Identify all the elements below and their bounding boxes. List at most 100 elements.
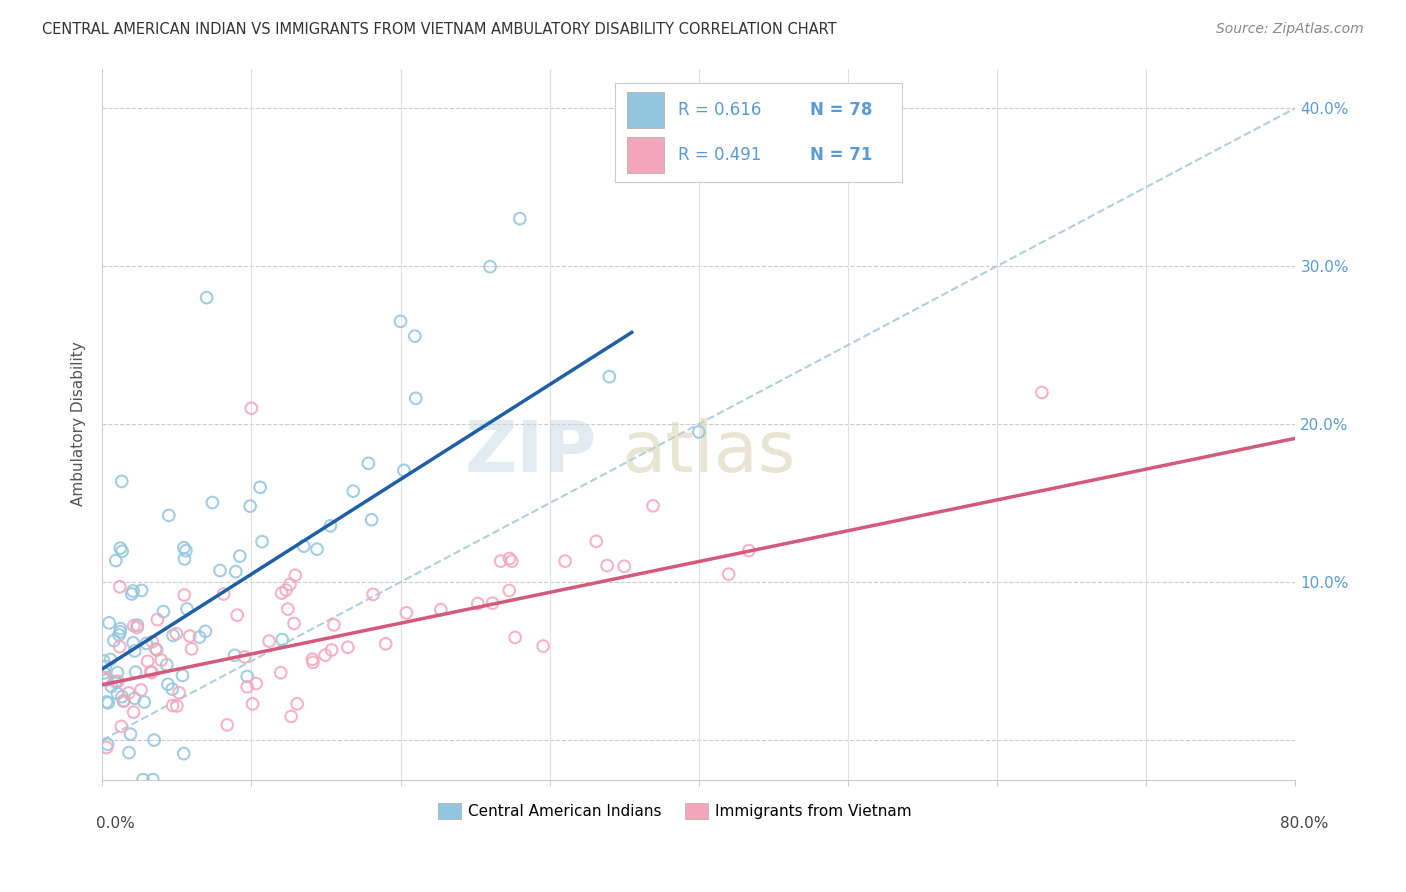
Point	[225, 565, 247, 579]
Point	[108, 628, 131, 642]
Point	[96, 673, 118, 687]
Point	[131, 583, 153, 598]
Text: CENTRAL AMERICAN INDIAN VS IMMIGRANTS FROM VIETNAM AMBULATORY DISABILITY CORRELA: CENTRAL AMERICAN INDIAN VS IMMIGRANTS FR…	[42, 22, 837, 37]
Point	[156, 657, 179, 672]
Point	[314, 648, 336, 662]
Point	[195, 291, 218, 305]
Text: 80.0%: 80.0%	[1281, 816, 1329, 831]
Point	[224, 648, 246, 663]
Point	[430, 603, 453, 617]
Point	[118, 686, 141, 700]
Point	[209, 564, 232, 578]
Point	[96, 740, 118, 755]
Point	[321, 643, 343, 657]
Point	[342, 484, 364, 499]
Point	[136, 654, 159, 668]
Point	[94, 659, 117, 673]
Point	[194, 624, 217, 639]
Point	[277, 602, 299, 616]
Text: 0.0%: 0.0%	[96, 816, 135, 831]
Point	[270, 586, 292, 600]
Point	[174, 543, 197, 558]
Point	[278, 577, 301, 591]
Point	[110, 719, 132, 733]
Point	[145, 641, 167, 656]
Point	[245, 676, 267, 690]
Point	[112, 693, 135, 707]
Point	[108, 640, 131, 654]
Point	[239, 499, 262, 513]
Point	[302, 656, 325, 670]
Point	[112, 694, 135, 708]
Point	[481, 596, 503, 610]
Point	[141, 634, 163, 648]
Point	[97, 696, 120, 710]
Point	[103, 633, 125, 648]
Point	[118, 746, 141, 760]
Point	[129, 683, 152, 698]
Point	[139, 665, 162, 679]
Point	[104, 553, 127, 567]
Point	[392, 463, 415, 477]
Point	[236, 680, 259, 694]
Point	[105, 686, 128, 700]
Point	[613, 559, 636, 574]
Point	[305, 542, 328, 557]
Point	[152, 605, 174, 619]
Point	[179, 629, 201, 643]
Point	[93, 665, 115, 680]
Point	[188, 630, 211, 644]
Point	[122, 705, 145, 719]
Point	[503, 631, 526, 645]
Legend: Central American Indians, Immigrants from Vietnam: Central American Indians, Immigrants fro…	[432, 797, 918, 825]
Point	[229, 549, 252, 563]
Point	[142, 772, 165, 787]
Point	[108, 624, 131, 639]
Point	[404, 329, 426, 343]
Point	[1031, 385, 1053, 400]
Point	[226, 608, 249, 623]
Text: ZIP: ZIP	[465, 418, 598, 487]
Point	[357, 456, 380, 470]
Point	[201, 495, 224, 509]
Point	[134, 695, 156, 709]
Point	[173, 552, 195, 566]
Point	[157, 508, 180, 523]
Point	[554, 554, 576, 568]
Point	[96, 695, 118, 709]
Point	[284, 568, 307, 582]
Point	[132, 772, 155, 787]
Point	[122, 636, 145, 650]
Point	[162, 698, 184, 713]
Point	[100, 680, 122, 694]
Point	[176, 602, 198, 616]
Point	[122, 618, 145, 632]
Point	[217, 718, 239, 732]
Point	[531, 639, 554, 653]
Point	[280, 709, 302, 723]
Point	[389, 314, 412, 328]
Point	[141, 665, 163, 680]
Point	[319, 519, 342, 533]
Point	[143, 733, 166, 747]
Point	[641, 499, 664, 513]
Point	[105, 665, 128, 680]
Point	[110, 541, 132, 555]
Point	[585, 534, 607, 549]
Point	[110, 622, 132, 636]
Point	[212, 587, 235, 601]
Point	[738, 543, 761, 558]
Point	[100, 652, 122, 666]
Point	[107, 674, 129, 689]
Point	[146, 613, 169, 627]
Point	[122, 584, 145, 599]
Point	[270, 665, 292, 680]
Point	[336, 640, 359, 655]
Point	[111, 475, 134, 489]
Point	[717, 567, 740, 582]
Point	[596, 558, 619, 573]
Point	[166, 698, 188, 713]
Point	[165, 626, 187, 640]
Point	[162, 628, 184, 642]
Point	[292, 539, 315, 553]
